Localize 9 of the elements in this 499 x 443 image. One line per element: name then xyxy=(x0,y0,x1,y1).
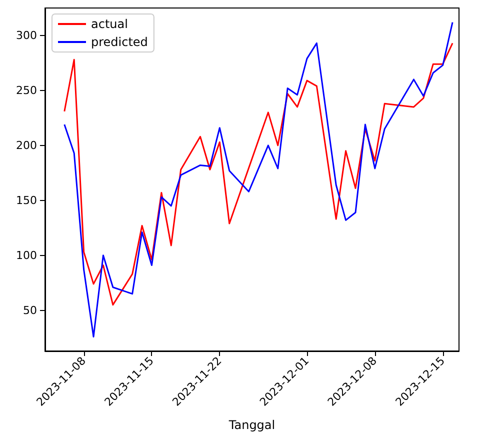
y-tick-label: 150 xyxy=(16,194,37,207)
y-tick-label: 250 xyxy=(16,84,37,97)
y-tick-label: 50 xyxy=(23,304,37,317)
x-axis-title: Tanggal xyxy=(228,418,276,432)
legend-label: actual xyxy=(91,17,128,31)
y-tick-label: 100 xyxy=(16,248,37,262)
y-tick-label: 200 xyxy=(16,138,37,152)
y-tick-label: 300 xyxy=(16,28,37,42)
legend-label: predicted xyxy=(91,35,148,49)
